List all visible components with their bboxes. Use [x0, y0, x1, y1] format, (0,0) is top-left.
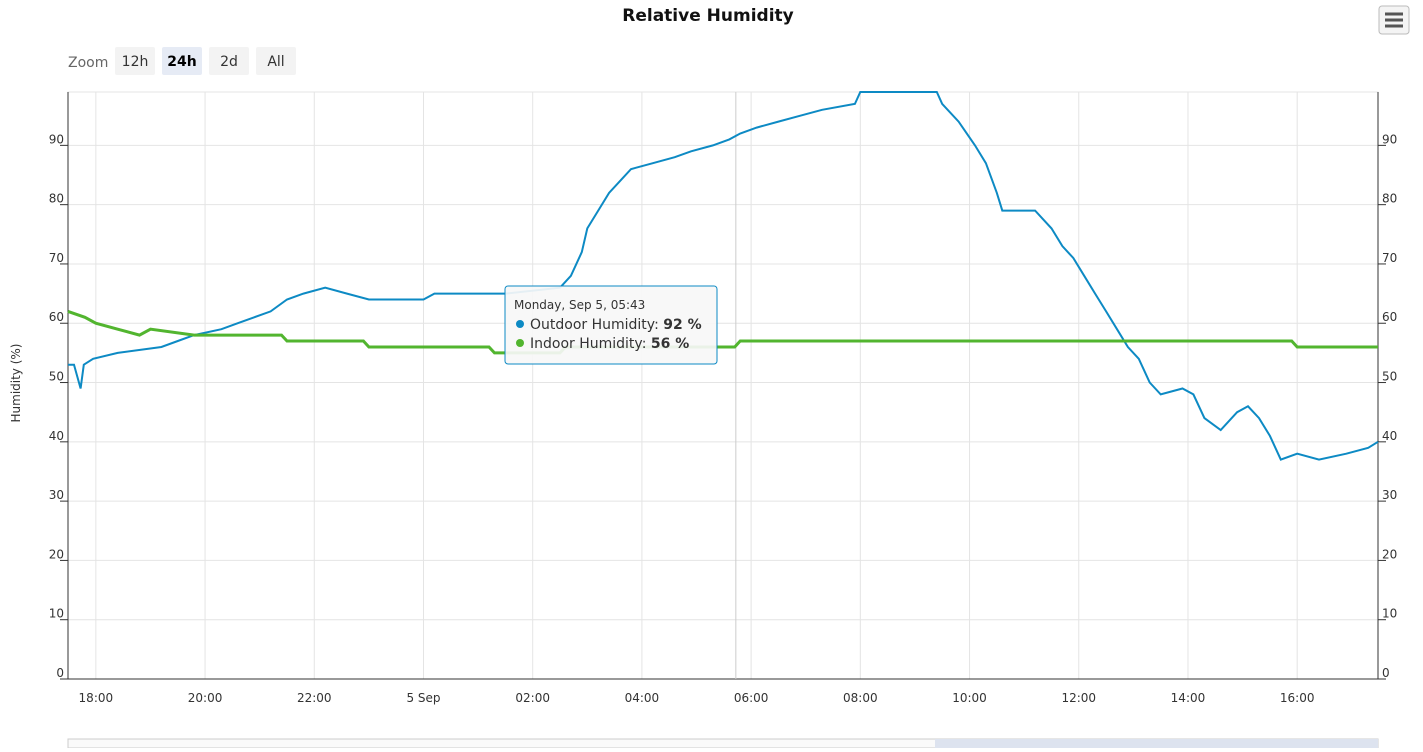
- menu-icon: [1385, 12, 1403, 28]
- y-tick-label: 0: [56, 666, 64, 680]
- zoom-button-label[interactable]: 24h: [167, 54, 196, 70]
- tooltip-value: 56 %: [651, 336, 689, 352]
- y-tick-label: 80: [49, 192, 64, 206]
- zoom-button[interactable]: [256, 47, 296, 75]
- y-tick-label: 40: [49, 429, 64, 443]
- navigator-range[interactable]: [935, 739, 1378, 748]
- tooltip-marker: [516, 320, 524, 328]
- tooltip-value: 92 %: [663, 317, 701, 333]
- zoom-button[interactable]: [209, 47, 249, 75]
- tooltip-marker: [516, 339, 524, 347]
- x-tick-label: 04:00: [625, 691, 660, 705]
- y2-tick-label: 20: [1382, 547, 1397, 561]
- grid: 0 0 10 10 20 20 30 30 40 40 50 50 60 60 70 70 80 80 90 90 18…: [49, 91, 1397, 705]
- x-tick-label: 20:00: [188, 691, 223, 705]
- y2-tick-label: 90: [1382, 132, 1397, 146]
- x-tick-label: 02:00: [515, 691, 550, 705]
- y2-tick-label: 80: [1382, 192, 1397, 206]
- series: [67, 91, 1379, 461]
- y2-tick-label: 10: [1382, 607, 1397, 621]
- zoom-label: Zoom: [68, 55, 108, 71]
- tooltip-separator: :: [654, 317, 663, 333]
- x-tick-label: 16:00: [1280, 691, 1315, 705]
- y2-tick-label: 50: [1382, 370, 1397, 384]
- x-tick-label: 5 Sep: [406, 691, 440, 705]
- tooltip-separator: :: [642, 336, 651, 352]
- y-tick-label: 70: [49, 251, 64, 265]
- x-tick-label: 14:00: [1171, 691, 1206, 705]
- zoom-button[interactable]: [162, 47, 202, 75]
- tooltip-item: Indoor Humidity: 56 %: [530, 336, 689, 352]
- zoom-button-label[interactable]: All: [267, 54, 284, 70]
- menu-button[interactable]: [1378, 5, 1410, 35]
- y-tick-label: 30: [49, 488, 64, 502]
- zoom-bar: Zoom 12h 24h 2d All: [68, 47, 296, 75]
- tooltip-item: Outdoor Humidity: 92 %: [530, 317, 702, 333]
- y2-tick-label: 30: [1382, 488, 1397, 502]
- tooltip-series-name: Outdoor Humidity: [530, 317, 655, 333]
- y2-tick-label: 70: [1382, 251, 1397, 265]
- tooltip-series-name: Indoor Humidity: [530, 336, 642, 352]
- y2-tick-label: 60: [1382, 310, 1397, 324]
- x-tick-label: 18:00: [79, 691, 114, 705]
- x-tick-label: 08:00: [843, 691, 878, 705]
- tooltip-box: [504, 285, 718, 365]
- series-line: [67, 309, 1378, 355]
- y-axis-title: Humidity (%): [9, 344, 23, 423]
- tooltip: Monday, Sep 5, 05:43 Outdoor Humidity: 92…: [504, 285, 718, 365]
- x-tick-label: 12:00: [1061, 691, 1096, 705]
- y-tick-label: 60: [49, 310, 64, 324]
- zoom-button-label[interactable]: 12h: [122, 54, 149, 70]
- y-tick-label: 90: [49, 132, 64, 146]
- y-tick-label: 10: [49, 607, 64, 621]
- zoom-button-label[interactable]: 2d: [220, 54, 238, 70]
- chart-title: Relative Humidity: [622, 6, 793, 26]
- y2-tick-label: 0: [1382, 666, 1390, 680]
- y2-tick-label: 40: [1382, 429, 1397, 443]
- x-tick-label: 22:00: [297, 691, 332, 705]
- series-line: [68, 91, 1379, 461]
- y-tick-label: 20: [49, 547, 64, 561]
- x-tick-label: 10:00: [952, 691, 987, 705]
- y-tick-label: 50: [49, 370, 64, 384]
- tooltip-header: Monday, Sep 5, 05:43: [514, 298, 645, 312]
- zoom-button[interactable]: [115, 47, 155, 75]
- x-tick-label: 06:00: [734, 691, 769, 705]
